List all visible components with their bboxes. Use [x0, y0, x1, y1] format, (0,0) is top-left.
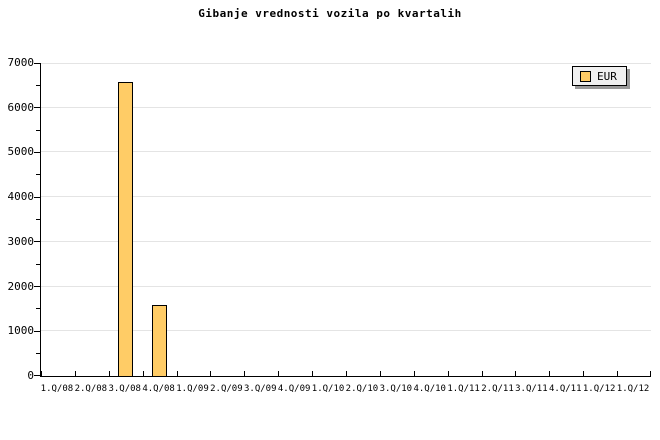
x-category-label-3: 4.Q/08: [142, 384, 175, 394]
y-tick-label-0: 0: [27, 369, 34, 382]
x-tick-13: [482, 371, 483, 376]
gridline-6000: [41, 106, 651, 108]
x-category-label-11: 4.Q/10: [413, 384, 446, 394]
x-category-label-10: 3.Q/10: [379, 384, 413, 394]
x-tick-16: [583, 371, 584, 376]
x-category-label-4: 1.Q/09: [176, 384, 209, 394]
x-tick-0: [41, 371, 42, 376]
x-tick-5: [210, 371, 211, 376]
y-major-tick-6000: [34, 107, 40, 109]
x-category-label-2: 3.Q/08: [108, 384, 141, 394]
chart-title: Gibanje vrednosti vozila po kvartalih: [198, 7, 462, 20]
legend-label: EUR: [597, 69, 617, 83]
x-tick-14: [515, 371, 516, 376]
legend: EUR: [572, 66, 627, 86]
y-major-tick-7000: [34, 63, 40, 64]
x-category-label-14: 3.Q/11: [515, 384, 548, 394]
x-tick-12: [448, 371, 449, 376]
y-major-tick-2000: [34, 286, 40, 288]
x-tick-2: [109, 371, 110, 376]
x-category-label-12: 1.Q/11: [447, 384, 480, 394]
gridline-4000: [41, 196, 651, 198]
legend-swatch: [580, 70, 591, 82]
y-major-tick-0: [34, 375, 40, 376]
y-major-tick-5000: [34, 151, 40, 153]
x-tick-15: [549, 371, 550, 376]
y-minor-tick-3500: [36, 219, 40, 220]
y-tick-label-2000: 2000: [7, 279, 35, 293]
x-tick-3: [143, 371, 144, 376]
y-minor-tick-4500: [36, 174, 40, 176]
y-tick-label-6000: 6000: [7, 100, 35, 114]
y-minor-tick-2500: [36, 263, 40, 265]
x-category-label-0: 1.Q/08: [40, 384, 74, 394]
gridline-3000: [41, 240, 651, 242]
y-minor-tick-5500: [36, 129, 40, 131]
x-tick-9: [346, 371, 347, 376]
x-category-label-7: 4.Q/09: [277, 384, 311, 394]
y-tick-label-3000: 3000: [7, 234, 35, 248]
y-tick-label-7000: 7000: [7, 56, 35, 69]
x-tick-17: [617, 371, 618, 376]
x-tick-11: [414, 371, 415, 376]
bar-3.Q/08: [118, 82, 133, 376]
x-category-label-1: 2.Q/08: [74, 384, 108, 394]
x-category-label-9: 2.Q/10: [345, 384, 379, 394]
y-major-tick-4000: [34, 196, 40, 198]
x-tick-8: [312, 371, 313, 376]
gridline-2000: [41, 285, 651, 287]
x-tick-10: [380, 371, 381, 376]
x-category-label-16: 1.Q/12: [582, 384, 616, 394]
x-tick-1: [75, 371, 76, 376]
y-major-tick-1000: [34, 330, 40, 332]
x-tick-6: [244, 371, 245, 376]
x-category-label-17: 1.Q/12: [616, 384, 650, 394]
gridline-7000: [41, 63, 651, 64]
x-category-label-5: 2.Q/09: [210, 384, 243, 394]
y-tick-label-4000: 4000: [7, 190, 35, 204]
x-category-label-13: 2.Q/11: [481, 384, 514, 394]
y-minor-tick-500: [36, 353, 40, 355]
plot-area: [34, 63, 651, 377]
y-minor-tick-1500: [36, 308, 40, 310]
gridline-5000: [41, 151, 651, 153]
bar-4.Q/08: [152, 305, 167, 376]
gridline-1000: [41, 330, 651, 332]
y-minor-tick-6500: [36, 84, 40, 86]
x-tick-7: [278, 371, 279, 376]
x-tick-18: [650, 371, 651, 376]
y-tick-label-5000: 5000: [7, 145, 35, 159]
x-category-label-6: 3.Q/09: [244, 384, 277, 394]
y-major-tick-3000: [34, 241, 40, 243]
x-category-label-8: 1.Q/10: [311, 384, 345, 394]
y-tick-label-1000: 1000: [7, 324, 35, 338]
x-category-label-15: 4.Q/11: [549, 384, 582, 394]
x-tick-4: [177, 371, 178, 376]
